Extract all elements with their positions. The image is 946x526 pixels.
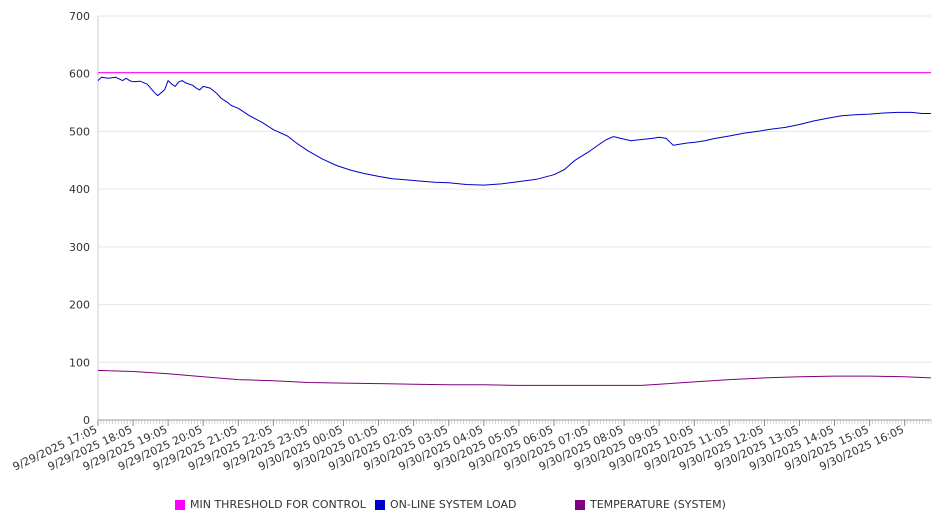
x-tick-labels: 9/29/2025 17:059/29/2025 18:059/29/2025 … — [11, 423, 906, 473]
y-tick-label: 500 — [69, 125, 90, 138]
y-tick-label: 200 — [69, 299, 90, 312]
y-tick-labels: 0 100 200 300 400 500 600 700 — [69, 10, 90, 427]
legend-swatch-system-load — [375, 499, 385, 510]
y-tick-label: 700 — [69, 10, 90, 23]
legend-label-min-threshold: MIN THRESHOLD FOR CONTROL — [190, 498, 366, 511]
y-tick-label: 0 — [83, 414, 90, 427]
series-line-1 — [97, 76, 931, 186]
legend-label-system-load: ON-LINE SYSTEM LOAD — [390, 498, 517, 511]
axes — [97, 16, 932, 426]
legend-item-temperature[interactable]: TEMPERATURE (SYSTEM) — [575, 498, 726, 511]
legend: MIN THRESHOLD FOR CONTROL ON-LINE SYSTEM… — [0, 498, 946, 516]
legend-swatch-min-threshold — [175, 499, 185, 510]
series-lines — [97, 72, 932, 386]
legend-item-min-threshold[interactable]: MIN THRESHOLD FOR CONTROL — [175, 498, 366, 511]
y-tick-label: 100 — [69, 356, 90, 369]
series-line-2 — [97, 369, 932, 386]
y-tick-label: 400 — [69, 183, 90, 196]
y-tick-label: 600 — [69, 68, 90, 81]
y-tick-label: 300 — [69, 241, 90, 254]
legend-item-system-load[interactable]: ON-LINE SYSTEM LOAD — [375, 498, 516, 511]
legend-swatch-temperature — [575, 499, 585, 510]
grid-lines — [98, 15, 931, 421]
legend-label-temperature: TEMPERATURE (SYSTEM) — [590, 498, 726, 511]
